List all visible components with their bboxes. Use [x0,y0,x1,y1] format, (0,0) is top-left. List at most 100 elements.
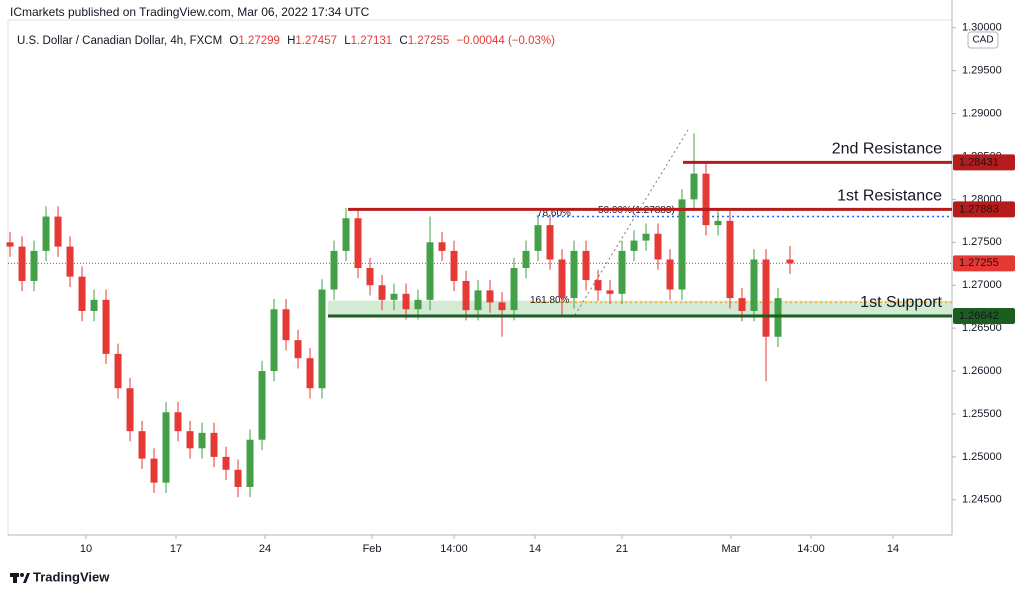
candle-body [78,276,86,311]
candle-body [354,218,362,269]
currency-label: CAD [972,35,993,46]
legend-line: U.S. Dollar / Canadian Dollar, 4h, FXCM … [17,35,555,47]
ohlc-label: H [287,35,295,47]
y-tick-label: 1.27500 [962,236,1002,248]
candle-body [654,233,662,260]
candle-body [210,432,218,457]
candle-body [102,299,110,354]
price-badge [953,307,1015,324]
candle-body [174,412,182,432]
ohlc-label: L [344,35,351,47]
price-badge [953,201,1015,218]
price-badge [953,154,1015,171]
y-tick-label: 1.30000 [962,22,1002,34]
candle-body [690,173,698,200]
logo-part [13,573,17,583]
candle-body [54,216,62,247]
candle-body [138,431,146,459]
candle-body [594,280,602,291]
fib-label: 78.60% [537,208,571,219]
level-name: 2nd Resistance [832,141,942,158]
candle-body [678,199,686,290]
candle-body [486,290,494,303]
candle-body [246,439,254,487]
candle-body [762,259,770,337]
ohlc-label: C [399,35,407,47]
y-tick-label: 1.27000 [962,279,1002,291]
candle-body [426,242,434,300]
x-tick-label: 14 [887,543,899,555]
y-tick-label: 1.25000 [962,451,1002,463]
x-tick-label: Mar [721,543,740,555]
candle-body [162,412,170,483]
candle-body [6,242,14,247]
candle-body [66,246,74,277]
candle-body [90,299,98,311]
candle-body [42,216,50,251]
y-tick-label: 1.26500 [962,322,1002,334]
candle-body [18,246,26,281]
x-tick-label: 14:00 [797,543,825,555]
candle-body [270,309,278,372]
candle-body [282,309,290,341]
candle-body [642,233,650,241]
support-zone [328,300,952,316]
candle-body [222,456,230,470]
level-name: 1st Support [860,294,942,311]
price-badge-label: 1.27883 [959,203,999,215]
candle-body [414,299,422,310]
candle-body [738,298,746,311]
candle-body [510,268,518,311]
ohlc-value: 1.27131 [351,35,393,47]
logo-part [20,573,24,577]
y-tick-label: 1.26000 [962,365,1002,377]
candle-body [618,250,626,294]
ohlc-value: 1.27255 [408,35,450,47]
candle-body [498,302,506,311]
candle-body [630,240,638,251]
x-tick-label: 21 [616,543,628,555]
candle-body [390,293,398,300]
candle-body [198,432,206,449]
candle-body [462,280,470,311]
candle-body [522,250,530,269]
candle-body [234,469,242,487]
symbol: U.S. Dollar / Canadian Dollar, 4h, FXCM [17,35,222,47]
candle-body [570,250,578,299]
price-badge-label: 1.28431 [959,156,999,168]
candle-body [558,259,566,299]
x-tick-label: Feb [363,543,382,555]
logo-part [23,573,30,583]
candle-body [318,289,326,389]
candle-body [438,242,446,251]
candle-body [606,290,614,294]
price-badge [953,255,1015,272]
fib-diagonal [574,129,689,316]
candle-body [294,340,302,359]
candle-body [150,458,158,483]
y-tick-label: 1.29000 [962,107,1002,119]
candle-body [786,259,794,264]
candle-body [366,268,374,286]
currency-badge [967,31,999,49]
candle-body [450,250,458,281]
candle-body [402,293,410,310]
candle-body [666,259,674,290]
brand: TradingView [33,569,110,584]
candle-body [126,388,134,432]
publisher: ICmarkets published on TradingView.com, … [10,5,370,19]
candle-body [534,225,542,251]
candle-body [342,218,350,251]
logo [10,573,30,583]
ohlc-value: 1.27457 [295,35,337,47]
price-badge-label: 1.26642 [959,310,999,322]
candle-body [714,220,722,226]
x-tick-label: 24 [259,543,271,555]
candle-body [258,371,266,440]
ohlc-value: 1.27299 [238,35,280,47]
candle-body [726,220,734,299]
candle-body [306,358,314,389]
candle-body [330,250,338,290]
